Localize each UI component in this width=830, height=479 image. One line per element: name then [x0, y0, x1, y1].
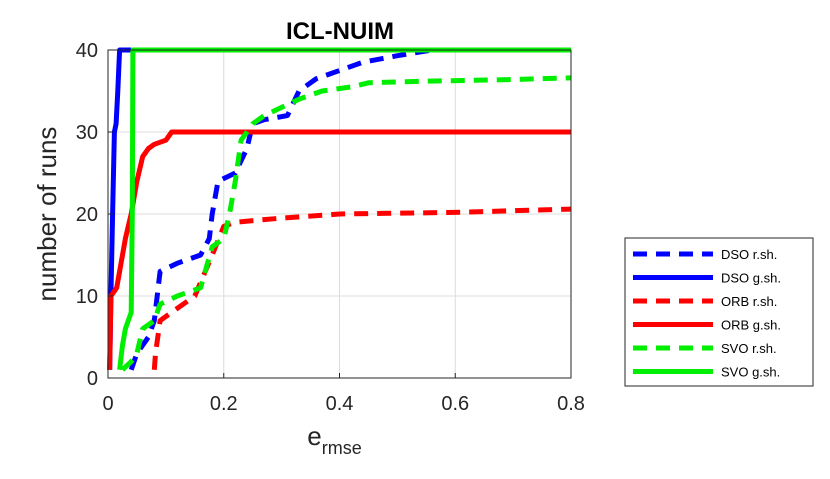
y-axis-label: number of runs — [32, 127, 62, 302]
y-axis: 0 10 20 30 40 — [76, 40, 113, 390]
y-tick-label-4: 40 — [76, 40, 98, 62]
legend-label-orb-g-sh: ORB g.sh. — [721, 318, 781, 333]
chart-title: ICL-NUIM — [286, 18, 394, 45]
legend-box — [624, 237, 814, 387]
series-line-orb-r-sh — [151, 206, 572, 370]
legend: DSO r.sh. DSO g.sh. ORB r.sh. ORB g.sh. SVO … — [624, 237, 814, 387]
series-line-svo-g-sh — [117, 47, 571, 371]
y-tick-label-0: 0 — [87, 368, 98, 390]
plot-lines — [107, 47, 572, 372]
y-tick-label-1: 10 — [76, 286, 98, 308]
x-tick-label-0: 0 — [102, 393, 113, 415]
legend-label-svo-r-sh: SVO r.sh. — [721, 341, 777, 356]
legend-label-orb-r-sh: ORB r.sh. — [721, 294, 777, 309]
x-tick-label-1: 0.2 — [210, 393, 238, 415]
x-tick-label-2: 0.4 — [326, 393, 354, 415]
series-line-dso-r-sh — [128, 47, 433, 371]
x-axis-label: ermse — [307, 421, 361, 458]
x-tick-label-4: 0.8 — [557, 393, 585, 415]
y-tick-label-3: 30 — [76, 122, 98, 144]
legend-label-svo-g-sh: SVO g.sh. — [721, 365, 780, 380]
y-tick-label-2: 20 — [76, 204, 98, 226]
x-axis-label-main: e — [307, 421, 321, 451]
legend-label-dso-r-sh: DSO r.sh. — [721, 247, 777, 262]
series-line-dso-g-sh — [107, 47, 132, 370]
legend-label-dso-g-sh: DSO g.sh. — [721, 271, 781, 286]
x-axis-label-subscript: rmse — [322, 438, 362, 458]
series-line-svo-r-sh — [120, 75, 572, 372]
x-axis: 0 0.2 0.4 0.6 0.8 — [102, 373, 585, 415]
series-line-orb-g-sh — [107, 129, 571, 370]
x-tick-label-3: 0.6 — [441, 393, 469, 415]
